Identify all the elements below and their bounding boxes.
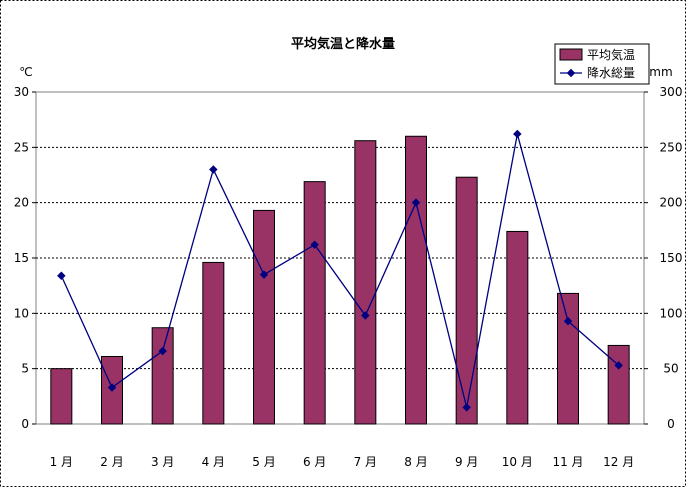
precipitation-point [57, 271, 66, 280]
right-tick-label: 50 [663, 362, 678, 376]
left-axis-unit: ℃ [19, 65, 32, 79]
legend-swatch-bar [559, 48, 583, 61]
precipitation-line [60, 133, 620, 408]
x-tick-label: 9 月 [455, 455, 478, 469]
left-tick-label: 0 [21, 417, 29, 431]
x-axis-ticks: 1 月 2 月 3 月 4 月 5 月 6 月 7 月 8 月 9 月 10 月 11 月 12 月 [50, 455, 635, 469]
right-axis-ticks: 0 50 100 150 200 250 300 [644, 85, 682, 431]
precipitation-point [361, 311, 370, 320]
temperature-bar [202, 261, 225, 425]
x-tick-label: 1 月 [50, 455, 73, 469]
right-axis-unit: mm [649, 65, 672, 79]
temperature-bar [50, 368, 73, 425]
precipitation-point [259, 270, 269, 279]
right-tick-label: 250 [660, 140, 683, 154]
precipitation-point [614, 361, 623, 370]
right-tick-label: 200 [660, 196, 683, 210]
x-tick-label: 4 月 [202, 455, 225, 469]
left-tick-label: 25 [14, 140, 29, 154]
precipitation-point [462, 403, 471, 412]
legend-label-line: 降水総量 [587, 66, 635, 80]
temperature-bar [607, 344, 630, 425]
x-tick-label: 3 月 [151, 455, 174, 469]
right-tick-label: 150 [660, 251, 683, 265]
left-axis-ticks: 0 5 10 15 20 25 30 [14, 85, 36, 431]
x-tick-label: 2 月 [100, 455, 123, 469]
temperature-bar [506, 230, 529, 425]
right-tick-label: 100 [660, 306, 683, 320]
precipitation-point [411, 198, 421, 207]
precipitation-point [563, 316, 573, 326]
temperature-bar [455, 176, 478, 425]
left-tick-label: 30 [14, 85, 29, 99]
gridlines [36, 146, 644, 370]
temperature-bar [557, 292, 579, 425]
bar-series [50, 135, 630, 425]
right-tick-label: 0 [667, 417, 675, 431]
x-tick-label: 12 月 [603, 455, 634, 469]
precipitation-point [107, 383, 117, 392]
legend: 平均気温 降水総量 [554, 43, 650, 85]
temperature-bar [151, 327, 174, 425]
x-tick-label: 6 月 [303, 455, 326, 469]
legend-label-bar: 平均気温 [587, 47, 635, 62]
chart-title: 平均気温と降水量 [291, 36, 395, 52]
precipitation-point [310, 240, 319, 249]
x-tick-label: 8 月 [404, 455, 427, 469]
x-tick-label: 5 月 [252, 455, 275, 469]
left-tick-label: 10 [14, 306, 29, 320]
precipitation-point [209, 165, 218, 174]
temperature-bar [253, 209, 275, 425]
x-tick-label: 11 月 [552, 455, 583, 469]
left-tick-label: 20 [14, 196, 29, 210]
x-tick-label: 10 月 [502, 455, 533, 469]
temperature-bar [303, 181, 326, 425]
x-tick-label: 7 月 [354, 455, 377, 469]
precipitation-point [158, 346, 167, 356]
left-tick-label: 15 [14, 251, 29, 265]
left-tick-label: 5 [21, 362, 29, 376]
temperature-bar [354, 140, 377, 425]
temperature-bar [405, 135, 427, 425]
right-tick-label: 300 [660, 85, 683, 99]
